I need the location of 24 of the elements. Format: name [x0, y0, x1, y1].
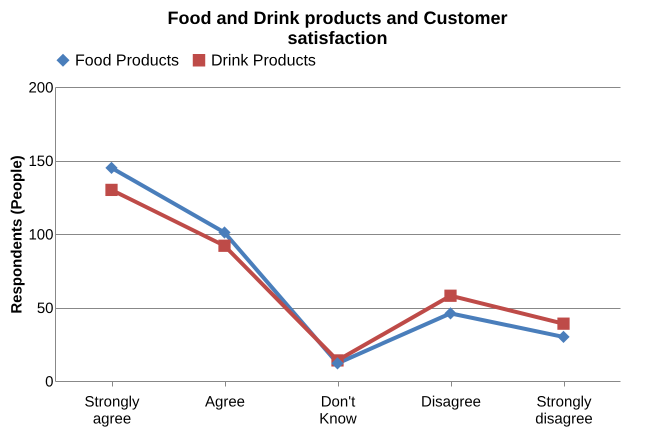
point — [331, 357, 344, 370]
x-tick-label: Disagree — [420, 394, 482, 410]
y-tick-label: 200 — [28, 80, 54, 96]
point — [557, 330, 570, 344]
x-tick-label: Strongly disagree — [535, 394, 593, 428]
y-tick-label: 50 — [36, 300, 54, 317]
x-tick-label: Agree — [204, 394, 246, 410]
legend-label: Drink Products — [211, 52, 316, 70]
point — [444, 290, 457, 302]
point — [557, 318, 570, 330]
legend-label: Food Products — [75, 52, 180, 70]
text: Food and Drink products and Customer — [167, 8, 508, 28]
y-tick-label: 100 — [28, 226, 54, 244]
text: satisfaction — [287, 28, 388, 48]
point — [218, 226, 231, 239]
point — [218, 240, 231, 252]
x-tick-label: Don't Know — [319, 394, 357, 428]
x-tick-label: Strongly agree — [84, 394, 140, 428]
y-axis-title: Respondents (People) — [8, 155, 26, 314]
y-tick-label: 0 — [45, 374, 54, 390]
y-tick-label: 150 — [28, 153, 54, 170]
point — [444, 307, 457, 320]
point — [105, 162, 118, 174]
point — [105, 184, 118, 196]
